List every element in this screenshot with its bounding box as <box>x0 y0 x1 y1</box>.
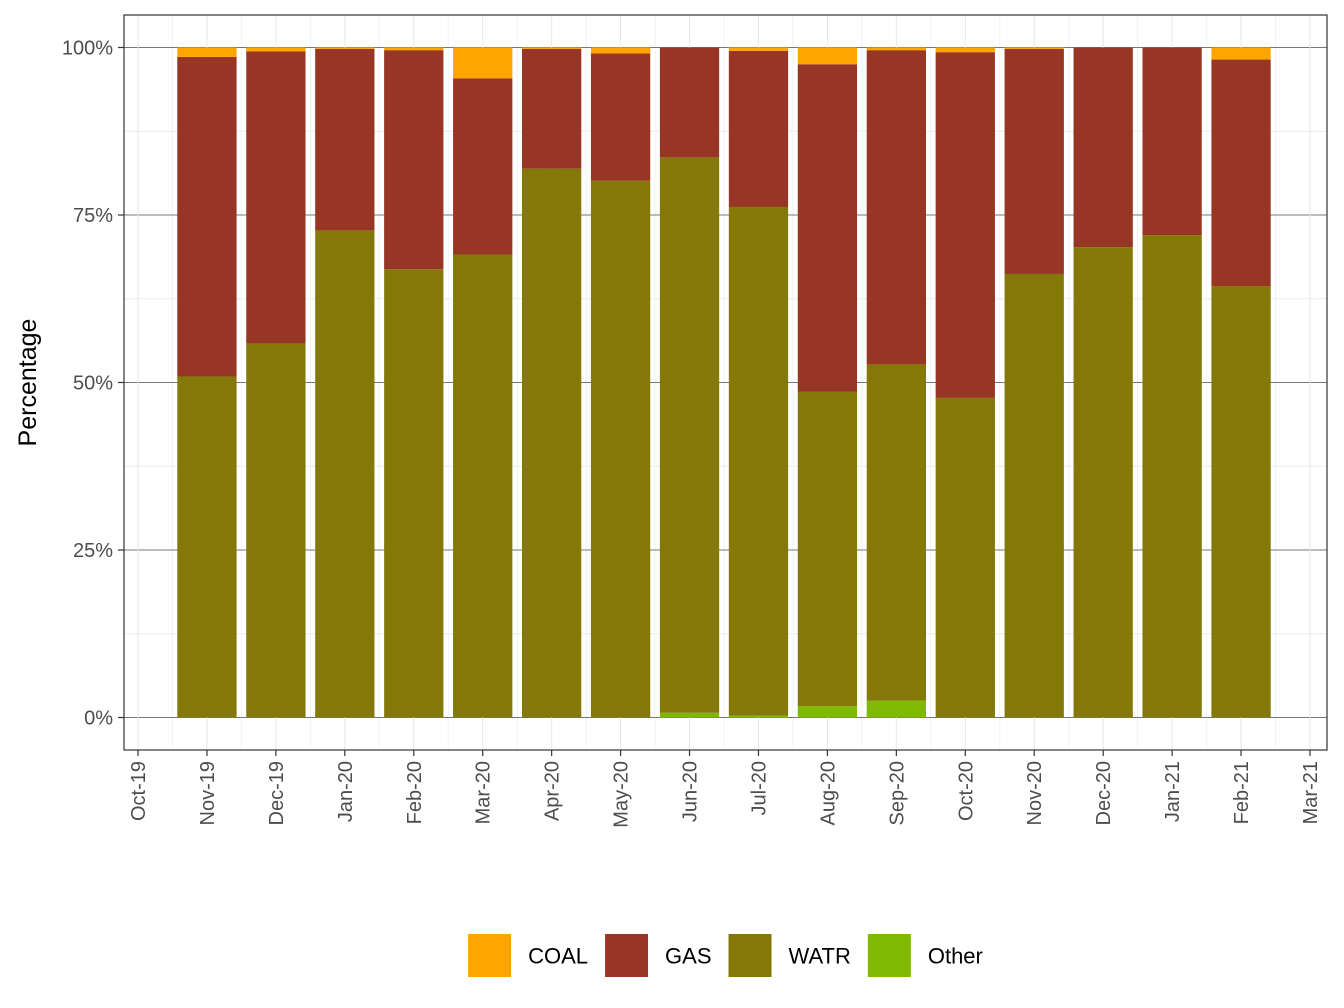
bar-watr-2020-06-01 <box>659 157 720 713</box>
bar-coal-2020-10-01 <box>935 47 995 53</box>
legend-label-coal: COAL <box>528 944 588 969</box>
bar-other-2020-06-01 <box>659 712 720 718</box>
bar-coal-2020-04-01 <box>522 47 582 49</box>
bar-coal-2020-08-01 <box>797 47 858 65</box>
bar-gas-2020-06-01 <box>659 47 720 158</box>
bar-coal-2020-05-01 <box>590 47 651 54</box>
bar-gas-2019-11-01 <box>177 56 237 377</box>
bar-gas-2020-12-01 <box>1073 47 1133 248</box>
legend-label-watr: WATR <box>789 944 851 969</box>
bar-gas-2020-11-01 <box>1004 48 1064 274</box>
bar-gas-2020-01-01 <box>315 48 375 231</box>
legend-key-gas <box>605 934 649 977</box>
bar-coal-2019-11-01 <box>177 47 237 57</box>
bar-other-2020-08-01 <box>797 706 858 718</box>
x-tick-label: Oct-20 <box>955 761 977 821</box>
bar-other-2020-07-01 <box>728 715 789 718</box>
bar-watr-2020-09-01 <box>866 364 926 701</box>
legend-key-watr <box>728 934 772 977</box>
x-tick-label: Jul-20 <box>748 761 770 815</box>
bar-gas-2020-03-01 <box>453 78 513 255</box>
x-tick-label: Nov-19 <box>197 761 219 825</box>
x-tick-label: Mar-20 <box>473 761 495 824</box>
bar-gas-2019-12-01 <box>246 51 306 344</box>
bar-gas-2020-04-01 <box>522 48 582 169</box>
bar-watr-2020-02-01 <box>384 269 444 718</box>
bar-coal-2020-01-01 <box>315 47 375 49</box>
y-tick-label: 75% <box>73 205 113 227</box>
bar-watr-2020-12-01 <box>1073 247 1133 718</box>
legend-key-other <box>867 934 911 977</box>
bar-other-2020-09-01 <box>866 700 926 718</box>
x-tick-label: Feb-21 <box>1231 761 1253 824</box>
x-tick-label: Jun-20 <box>680 761 702 822</box>
x-tick-label: Mar-21 <box>1300 761 1322 824</box>
x-tick-label: Oct-19 <box>128 761 150 821</box>
bar-coal-2021-02-01 <box>1211 47 1271 60</box>
bar-gas-2021-01-01 <box>1142 47 1202 236</box>
bar-coal-2020-03-01 <box>453 47 513 79</box>
bar-coal-2020-02-01 <box>384 47 444 51</box>
x-tick-label: Jan-21 <box>1162 761 1184 822</box>
bar-watr-2020-05-01 <box>590 180 651 718</box>
x-tick-label: Feb-20 <box>404 761 426 824</box>
legend-label-other: Other <box>928 944 983 969</box>
x-axis: Oct-19 Nov-19 Dec-19 Jan-20 Feb-20 Mar-20 Apr-… <box>128 750 1322 828</box>
y-tick-label: 25% <box>73 540 113 562</box>
y-tick-label: 50% <box>73 373 113 395</box>
y-axis: 0% 25% 50% 75% 100% <box>62 38 124 730</box>
bar-gas-2020-08-01 <box>797 64 858 392</box>
bar-watr-2020-10-01 <box>935 397 995 718</box>
x-tick-label: Apr-20 <box>542 761 564 821</box>
bar-coal-2020-09-01 <box>866 47 926 51</box>
bar-watr-2019-12-01 <box>246 343 306 718</box>
bar-coal-2019-12-01 <box>246 47 306 52</box>
bar-gas-2020-10-01 <box>935 52 995 398</box>
bar-watr-2020-01-01 <box>315 230 375 718</box>
x-tick-label: Aug-20 <box>817 761 839 826</box>
bars-group <box>177 47 1271 718</box>
bar-gas-2020-09-01 <box>866 50 926 365</box>
legend: COAL GAS WATR Other <box>468 934 983 977</box>
legend-key-coal <box>468 934 512 977</box>
bar-watr-2020-03-01 <box>453 254 513 718</box>
bar-coal-2020-11-01 <box>1004 47 1064 49</box>
legend-label-gas: GAS <box>665 944 711 969</box>
x-tick-label: Nov-20 <box>1024 761 1046 825</box>
bar-watr-2020-11-01 <box>1004 273 1064 718</box>
y-axis-title: Percentage <box>14 319 42 447</box>
bar-coal-2020-07-01 <box>728 47 789 51</box>
y-tick-label: 0% <box>84 708 113 730</box>
x-tick-label: Jan-20 <box>335 761 357 822</box>
bar-gas-2020-02-01 <box>384 50 444 270</box>
x-tick-label: Dec-19 <box>266 761 288 825</box>
bar-watr-2019-11-01 <box>177 376 237 718</box>
bar-watr-2021-02-01 <box>1211 286 1271 718</box>
x-tick-label: Sep-20 <box>886 761 908 826</box>
y-tick-label: 100% <box>62 38 113 60</box>
bar-watr-2020-08-01 <box>797 391 858 707</box>
bar-gas-2020-07-01 <box>728 50 789 207</box>
bar-watr-2020-04-01 <box>522 168 582 718</box>
bar-gas-2021-02-01 <box>1211 59 1271 287</box>
x-tick-label: Dec-20 <box>1093 761 1115 825</box>
x-tick-label: May-20 <box>611 761 633 828</box>
bar-watr-2020-07-01 <box>728 206 789 716</box>
bar-watr-2021-01-01 <box>1142 235 1202 718</box>
bar-gas-2020-05-01 <box>590 53 651 181</box>
